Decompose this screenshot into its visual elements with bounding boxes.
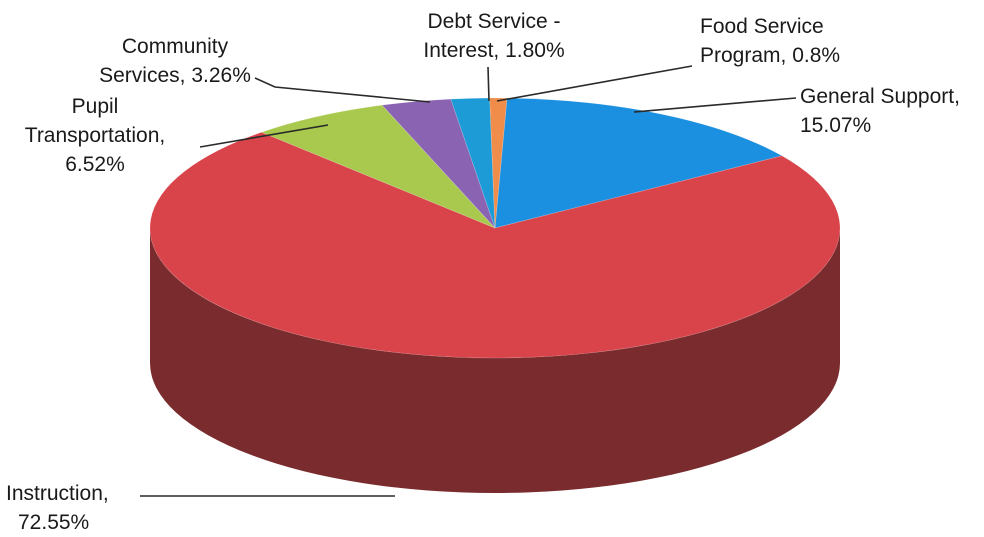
leader-line-debt-service-interest: [487, 66, 490, 102]
label-line-general-support: 15.07%: [800, 114, 871, 137]
pie-side-layer: [150, 228, 840, 493]
slice-general-support: [494, 97, 783, 229]
label-line-food-service-program: Program, 0.8%: [700, 44, 840, 67]
label-line-instruction: Instruction,: [6, 482, 109, 505]
label-general-support: General Support, 15.07%: [800, 85, 960, 137]
leader-line-general-support: [633, 97, 797, 113]
label-pupil-transportation: Pupil Transportation, 6.52%: [25, 95, 165, 176]
label-line-debt-service-interest: Interest, 1.80%: [423, 39, 564, 62]
label-debt-service-interest: Debt Service - Interest, 1.80%: [423, 10, 564, 62]
leader-lines: [140, 65, 797, 497]
label-instruction: Instruction, 72.55%: [6, 482, 109, 534]
leader-line-food-service-program: [496, 65, 693, 102]
leader-line-community-services: [254, 77, 431, 103]
label-food-service-program: Food Service Program, 0.8%: [700, 15, 840, 67]
label-line-pupil-transportation: 6.52%: [65, 153, 125, 176]
slice-pupil-transportation: [260, 104, 496, 229]
label-line-instruction: 72.55%: [18, 511, 89, 534]
label-line-food-service-program: Food Service: [700, 15, 824, 38]
label-line-pupil-transportation: Pupil: [72, 95, 119, 118]
label-line-community-services: Community: [122, 35, 229, 58]
label-line-community-services: Services, 3.26%: [99, 64, 251, 87]
slice-community-services: [381, 98, 496, 229]
label-line-general-support: General Support,: [800, 85, 960, 108]
slice-labels: General Support, 15.07% Instruction, 72.55%…: [6, 10, 960, 534]
label-line-debt-service-interest: Debt Service -: [427, 10, 560, 33]
pie-top-layer: [149, 97, 841, 359]
label-line-pupil-transportation: Transportation,: [25, 124, 165, 147]
leader-line-pupil-transportation: [199, 124, 329, 148]
label-community-services: Community Services, 3.26%: [99, 35, 251, 87]
slice-side-instruction: [150, 228, 840, 493]
slice-instruction: [149, 131, 841, 359]
